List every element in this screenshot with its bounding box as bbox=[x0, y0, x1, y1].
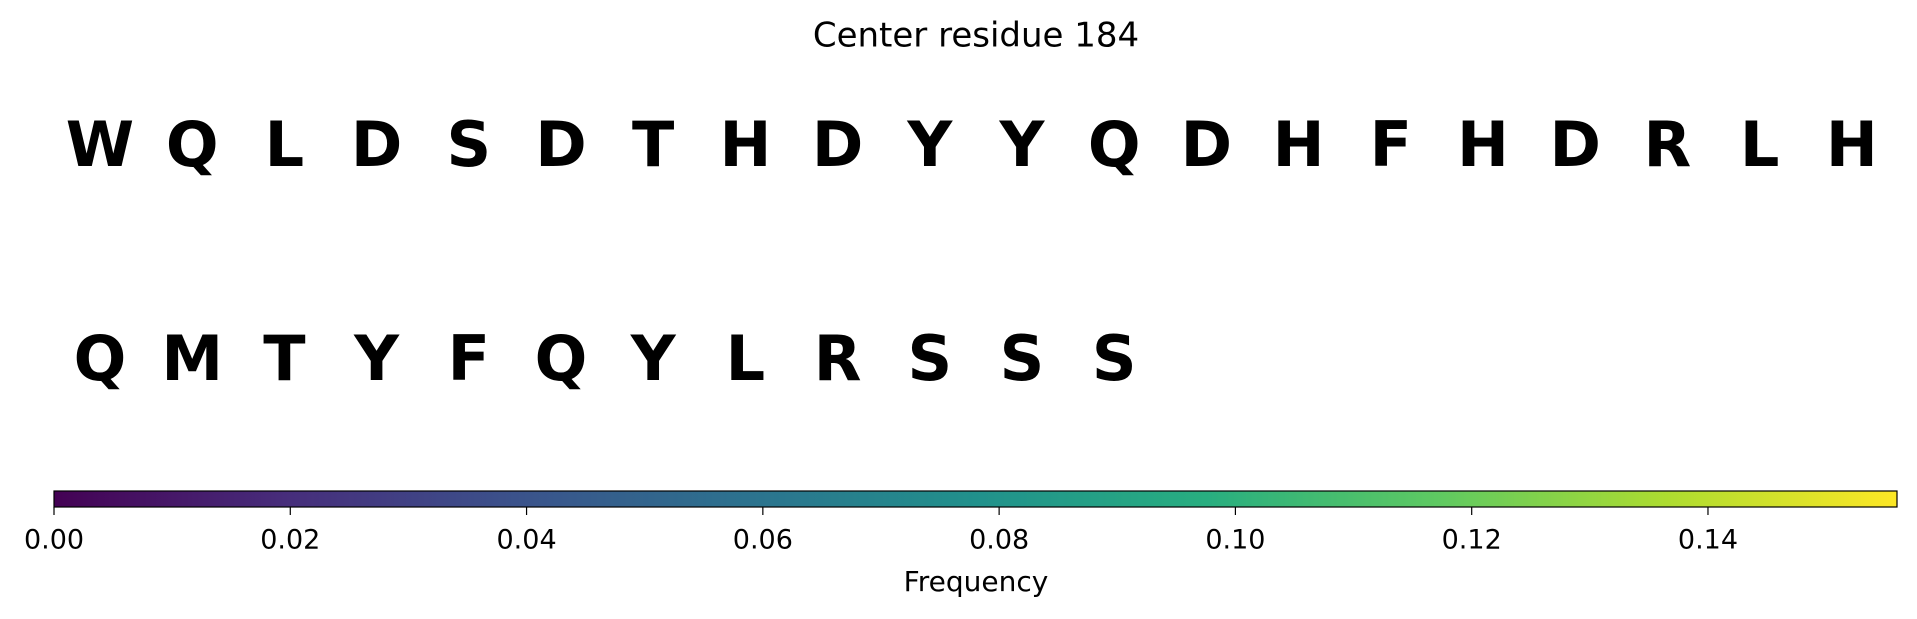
colorbar-label: Frequency bbox=[904, 565, 1049, 598]
tick-label: 0.04 bbox=[497, 525, 557, 556]
residue-letter: H bbox=[1273, 108, 1325, 181]
residue-letter: R bbox=[814, 322, 862, 395]
residue-letter: H bbox=[1457, 108, 1509, 181]
colorbar bbox=[53, 490, 1898, 508]
chart-title: Center residue 184 bbox=[813, 16, 1139, 56]
residue-letter: S bbox=[1000, 322, 1045, 395]
residue-letter: Q bbox=[535, 322, 588, 395]
residue-letter: H bbox=[719, 108, 771, 181]
residue-letter: F bbox=[448, 322, 490, 395]
residue-letter: H bbox=[1826, 108, 1878, 181]
residue-letter: D bbox=[535, 108, 586, 181]
tick-label: 0.08 bbox=[969, 525, 1029, 556]
residue-letter: R bbox=[1644, 108, 1692, 181]
residue-letter: D bbox=[1181, 108, 1232, 181]
residue-letter: D bbox=[1549, 108, 1600, 181]
residue-letter: D bbox=[351, 108, 402, 181]
residue-letter: D bbox=[812, 108, 863, 181]
tick-label: 0.02 bbox=[260, 525, 320, 556]
residue-letter: Q bbox=[166, 108, 219, 181]
residue-letter: W bbox=[66, 108, 134, 181]
residue-letter: F bbox=[1370, 108, 1412, 181]
residue-letter: L bbox=[265, 108, 305, 181]
tick-label: 0.10 bbox=[1205, 525, 1265, 556]
residue-letter: S bbox=[446, 108, 491, 181]
tick-label: 0.12 bbox=[1442, 525, 1502, 556]
residue-letter: T bbox=[263, 322, 305, 395]
residue-letter: L bbox=[1740, 108, 1780, 181]
residue-letter: M bbox=[161, 322, 223, 395]
residue-letter: S bbox=[907, 322, 952, 395]
residue-letter: Y bbox=[353, 322, 400, 395]
residue-letter: S bbox=[1092, 322, 1137, 395]
residue-letter: T bbox=[632, 108, 674, 181]
residue-letter: Q bbox=[1088, 108, 1141, 181]
tick-label: 0.06 bbox=[733, 525, 793, 556]
residue-letter: L bbox=[726, 322, 766, 395]
residue-letter: Y bbox=[906, 108, 953, 181]
tick-label: 0.00 bbox=[24, 525, 84, 556]
residue-letter: Y bbox=[630, 322, 677, 395]
residue-letter: Y bbox=[999, 108, 1046, 181]
residue-letter: Q bbox=[74, 322, 127, 395]
tick-label: 0.14 bbox=[1678, 525, 1738, 556]
